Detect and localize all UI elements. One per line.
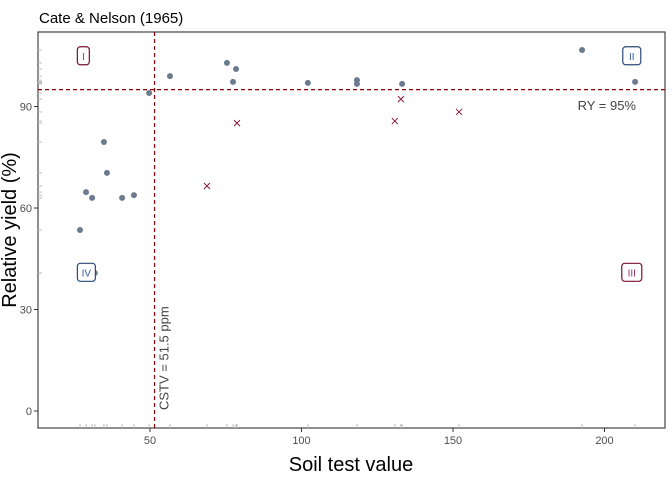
data-point bbox=[399, 80, 406, 87]
cross-point bbox=[203, 182, 211, 190]
y-axis-label: Relative yield (%) bbox=[0, 152, 21, 308]
data-point bbox=[89, 194, 96, 201]
quadrant-box bbox=[76, 46, 90, 66]
chart-title: Cate & Nelson (1965) bbox=[39, 10, 183, 27]
data-point bbox=[83, 189, 90, 196]
data-point bbox=[304, 79, 311, 86]
data-point bbox=[103, 169, 110, 176]
data-point bbox=[119, 194, 126, 201]
quadrant-label: III bbox=[628, 268, 636, 279]
x-tick-label: 50 bbox=[144, 435, 156, 447]
x-tick-label: 150 bbox=[444, 435, 462, 447]
y-tick-label: 90 bbox=[20, 102, 32, 114]
data-point bbox=[77, 227, 84, 234]
quadrant-box bbox=[622, 46, 642, 66]
plot-panel bbox=[37, 31, 666, 429]
x-tick-label: 200 bbox=[595, 435, 613, 447]
x-tick-label: 100 bbox=[292, 435, 310, 447]
cross-point bbox=[397, 95, 405, 103]
y-tick-label: 0 bbox=[26, 406, 32, 418]
data-point bbox=[223, 59, 230, 66]
x-axis-label: Soil test value bbox=[289, 454, 414, 476]
quadrant-box bbox=[76, 262, 96, 282]
quadrant-label: I bbox=[82, 52, 85, 63]
data-point bbox=[130, 192, 137, 199]
data-point bbox=[632, 78, 639, 85]
data-point bbox=[146, 89, 153, 96]
data-point bbox=[353, 80, 360, 87]
cstv-label: CSTV = 51.5 ppm bbox=[157, 306, 172, 410]
data-point bbox=[166, 73, 173, 80]
cross-point bbox=[455, 108, 463, 116]
quadrant-box bbox=[621, 262, 643, 282]
data-point bbox=[230, 78, 237, 85]
data-point bbox=[100, 139, 107, 146]
quadrant-label: II bbox=[629, 52, 635, 63]
data-point bbox=[579, 47, 586, 54]
y-tick-label: 30 bbox=[20, 305, 32, 317]
quadrant-label: IV bbox=[82, 268, 92, 279]
ry-label: RY = 95% bbox=[578, 98, 637, 113]
data-point bbox=[233, 65, 240, 72]
cross-point bbox=[391, 117, 399, 125]
y-tick-label: 60 bbox=[20, 203, 32, 215]
cross-point bbox=[233, 119, 241, 127]
